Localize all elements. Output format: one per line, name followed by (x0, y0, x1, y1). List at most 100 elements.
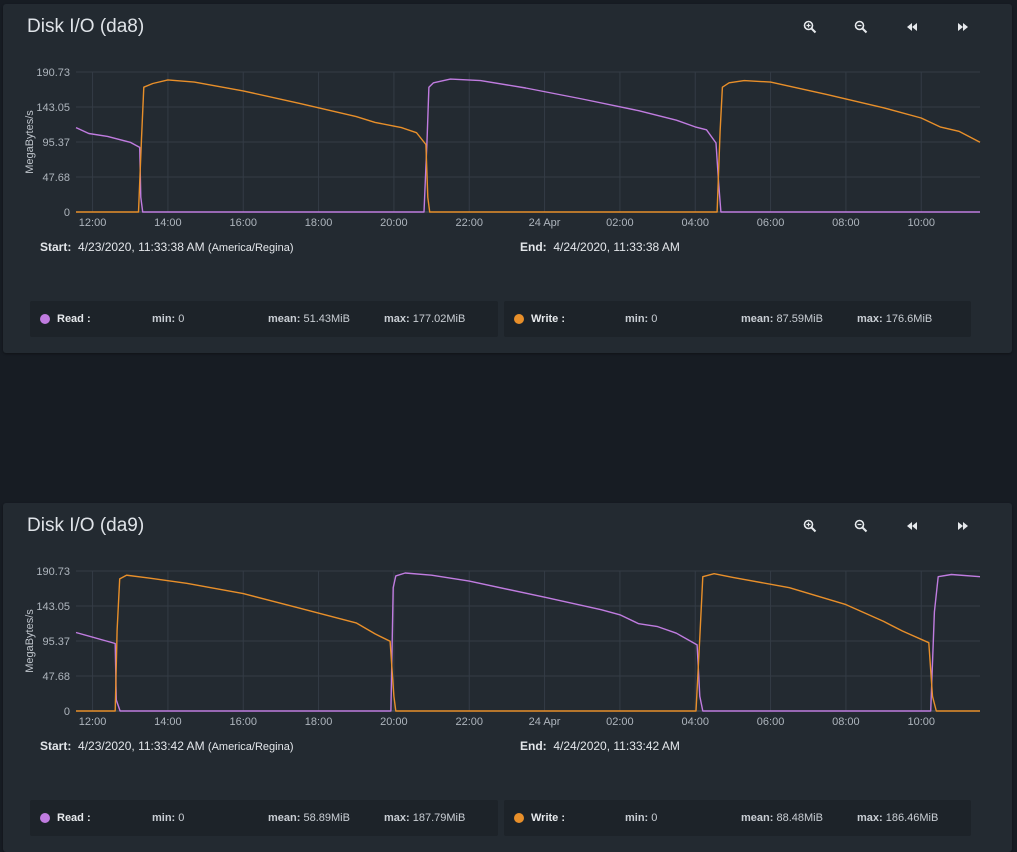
x-tick-label: 08:00 (832, 217, 860, 229)
legend-read[interactable]: Read : min: 0 mean: 51.43MiB max: 177.02… (30, 301, 498, 337)
read-min: min: 0 (152, 812, 185, 824)
rewind-icon (907, 522, 917, 530)
fast-forward-button[interactable] (948, 515, 978, 537)
y-tick-label: 190.73 (36, 566, 70, 578)
read-max: max: 177.02MiB (384, 313, 466, 325)
zoom-in-icon (803, 519, 817, 533)
zoom-in-icon (803, 20, 817, 34)
zoom-out-icon (854, 20, 868, 34)
start-value: 4/23/2020, 11:33:38 AM (78, 240, 205, 254)
read-color-dot (40, 813, 50, 823)
y-tick-label: 0 (64, 207, 70, 219)
x-tick-label: 22:00 (455, 716, 483, 728)
x-tick-label: 20:00 (380, 716, 408, 728)
x-tick-label: 16:00 (229, 716, 257, 728)
x-tick-label: 02:00 (606, 217, 634, 229)
disk-io-chart[interactable]: MegaBytes/s 0 47.68 95.37 143.05 190.73 12:00 1… (3, 59, 1003, 239)
x-tick-label: 20:00 (380, 217, 408, 229)
y-axis-title: MegaBytes/s (24, 609, 36, 673)
legend-read[interactable]: Read : min: 0 mean: 58.89MiB max: 187.79… (30, 800, 498, 836)
end-label: End: (520, 240, 547, 254)
range-start: Start: 4/23/2020, 11:33:38 AM (America/R… (40, 240, 294, 254)
disk-io-chart[interactable]: MegaBytes/s 0 47.68 95.37 143.05 190.73 12:00 1… (3, 558, 1003, 738)
y-tick-label: 95.37 (42, 636, 70, 648)
start-label: Start: (40, 240, 72, 254)
legend-read-name: Read : (57, 313, 91, 325)
fast-forward-button[interactable] (948, 16, 978, 38)
panel-title: Disk I/O (da9) (27, 515, 145, 536)
series-line-read (75, 572, 981, 712)
fast-forward-icon (958, 23, 968, 31)
y-axis-title: MegaBytes/s (24, 110, 36, 174)
x-tick-label: 06:00 (757, 217, 785, 229)
write-min: min: 0 (625, 313, 658, 325)
legend-write[interactable]: Write : min: 0 mean: 88.48MiB max: 186.4… (504, 800, 971, 836)
write-mean: mean: 87.59MiB (741, 313, 823, 325)
zoom-out-button[interactable] (846, 515, 876, 537)
y-tick-label: 190.73 (36, 67, 70, 79)
zoom-in-button[interactable] (795, 515, 825, 537)
x-tick-label: 14:00 (154, 716, 182, 728)
zoom-in-button[interactable] (795, 16, 825, 38)
zoom-out-icon (854, 519, 868, 533)
series-line-read (75, 78, 980, 213)
range-end: End: 4/24/2020, 11:33:38 AM (520, 240, 680, 254)
x-tick-label: 24 Apr (529, 716, 561, 728)
write-mean: mean: 88.48MiB (741, 812, 823, 824)
panel-title: Disk I/O (da8) (27, 16, 145, 37)
legend-write-name: Write : (531, 313, 566, 325)
read-color-dot (40, 314, 50, 324)
legend-write[interactable]: Write : min: 0 mean: 87.59MiB max: 176.6… (504, 301, 971, 337)
x-tick-label: 04:00 (681, 217, 709, 229)
start-timezone: (America/Regina) (207, 242, 294, 254)
write-max: max: 176.6MiB (857, 313, 933, 325)
x-tick-label: 10:00 (907, 716, 935, 728)
x-tick-label: 08:00 (832, 716, 860, 728)
x-tick-label: 24 Apr (529, 217, 561, 229)
y-tick-label: 143.05 (36, 601, 70, 613)
range-start: Start: 4/23/2020, 11:33:42 AM (America/R… (40, 739, 294, 753)
read-mean: mean: 51.43MiB (268, 313, 350, 325)
x-tick-label: 10:00 (907, 217, 935, 229)
legend-write-name: Write : (531, 812, 566, 824)
y-tick-label: 47.68 (42, 172, 70, 184)
x-tick-label: 22:00 (455, 217, 483, 229)
start-value: 4/23/2020, 11:33:42 AM (78, 739, 205, 753)
write-color-dot (514, 813, 524, 823)
write-min: min: 0 (625, 812, 658, 824)
x-tick-label: 04:00 (681, 716, 709, 728)
read-mean: mean: 58.89MiB (268, 812, 350, 824)
start-timezone: (America/Regina) (207, 741, 294, 753)
x-tick-label: 18:00 (305, 217, 333, 229)
rewind-button[interactable] (897, 16, 927, 38)
x-tick-label: 18:00 (305, 716, 333, 728)
write-color-dot (514, 314, 524, 324)
end-value: 4/24/2020, 11:33:38 AM (553, 240, 680, 254)
x-tick-label: 12:00 (79, 217, 107, 229)
y-tick-label: 143.05 (36, 102, 70, 114)
fast-forward-icon (958, 522, 968, 530)
y-tick-label: 95.37 (42, 137, 70, 149)
x-tick-label: 12:00 (79, 716, 107, 728)
legend-read-name: Read : (57, 812, 91, 824)
x-tick-label: 14:00 (154, 217, 182, 229)
series-line-write (76, 572, 980, 712)
write-max: max: 186.46MiB (857, 812, 939, 824)
y-tick-label: 47.68 (42, 671, 70, 683)
end-value: 4/24/2020, 11:33:42 AM (553, 739, 680, 753)
rewind-icon (907, 23, 917, 31)
x-tick-label: 06:00 (757, 716, 785, 728)
read-min: min: 0 (152, 313, 185, 325)
start-label: Start: (40, 739, 72, 753)
y-tick-label: 0 (64, 706, 70, 718)
end-label: End: (520, 739, 547, 753)
series-line-write (76, 79, 981, 213)
panel-disk-io-da8: Disk I/O (da8) MegaBytes/s 0 47.68 95.37 143… (3, 4, 1012, 353)
panel-disk-io-da9: Disk I/O (da9) MegaBytes/s 0 47.68 95.37 143… (3, 503, 1012, 852)
zoom-out-button[interactable] (846, 16, 876, 38)
read-max: max: 187.79MiB (384, 812, 466, 824)
range-end: End: 4/24/2020, 11:33:42 AM (520, 739, 680, 753)
rewind-button[interactable] (897, 515, 927, 537)
x-tick-label: 02:00 (606, 716, 634, 728)
x-tick-label: 16:00 (229, 217, 257, 229)
